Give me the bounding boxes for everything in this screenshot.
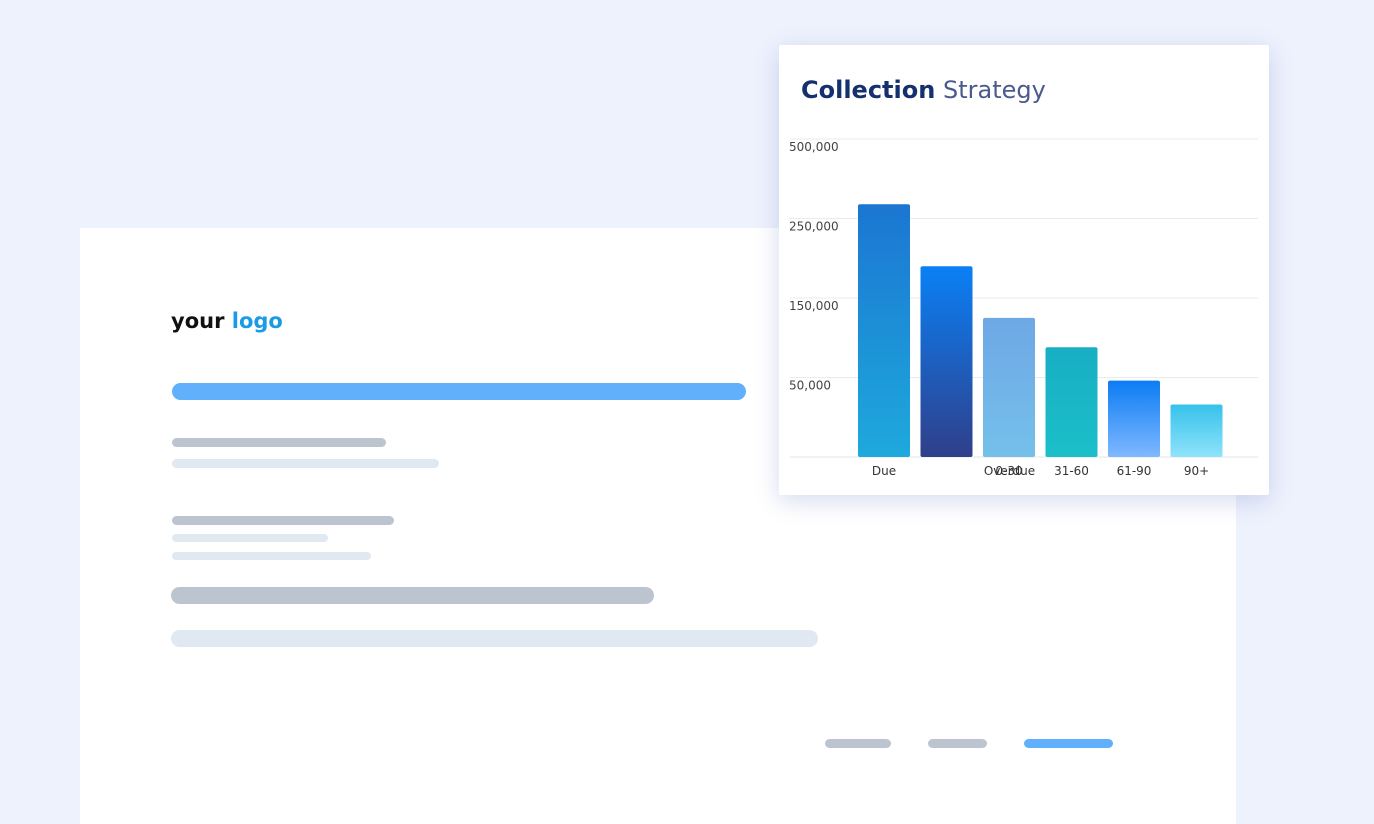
placeholder xyxy=(172,516,394,525)
bar xyxy=(920,266,973,457)
subtitle: Strategy xyxy=(943,76,1046,104)
placeholder xyxy=(825,739,891,748)
chart-title: Collection Strategy xyxy=(801,76,1046,104)
y-tick-label: 150,000 xyxy=(789,299,839,313)
bar xyxy=(1170,404,1223,457)
placeholder xyxy=(171,587,654,604)
x-tick-label: 90+ xyxy=(1184,464,1209,478)
logo: your logo xyxy=(171,309,283,333)
x-tick-label: Overdue xyxy=(984,464,1035,478)
chart: Collection Strategy 50,000 150,000 250,000… xyxy=(789,76,1258,478)
placeholder xyxy=(172,438,386,447)
placeholder xyxy=(172,383,746,400)
x-tick-label: Due xyxy=(872,464,896,478)
placeholder xyxy=(171,630,818,647)
x-tick-label: 31-60 xyxy=(1054,464,1089,478)
bar xyxy=(1045,347,1098,457)
bar xyxy=(983,317,1035,457)
placeholder[interactable] xyxy=(1024,739,1113,748)
y-tick-label: 250,000 xyxy=(789,220,839,234)
title: Collection xyxy=(801,76,935,104)
placeholder xyxy=(172,552,371,560)
y-tick-label: 500,000 xyxy=(789,140,839,154)
logo-second: logo xyxy=(231,309,283,333)
x-tick-label: 0-30 xyxy=(995,464,1022,478)
bar xyxy=(858,204,910,457)
bar xyxy=(1108,380,1160,457)
chart-card: Collection Strategy 50,000 150,000 250,000… xyxy=(779,45,1269,495)
placeholder xyxy=(172,459,439,468)
placeholder xyxy=(928,739,987,748)
placeholder xyxy=(172,534,328,542)
y-tick-label: 50,000 xyxy=(789,379,831,393)
logo-first: your xyxy=(171,309,225,333)
x-tick-label: 61-90 xyxy=(1117,464,1152,478)
